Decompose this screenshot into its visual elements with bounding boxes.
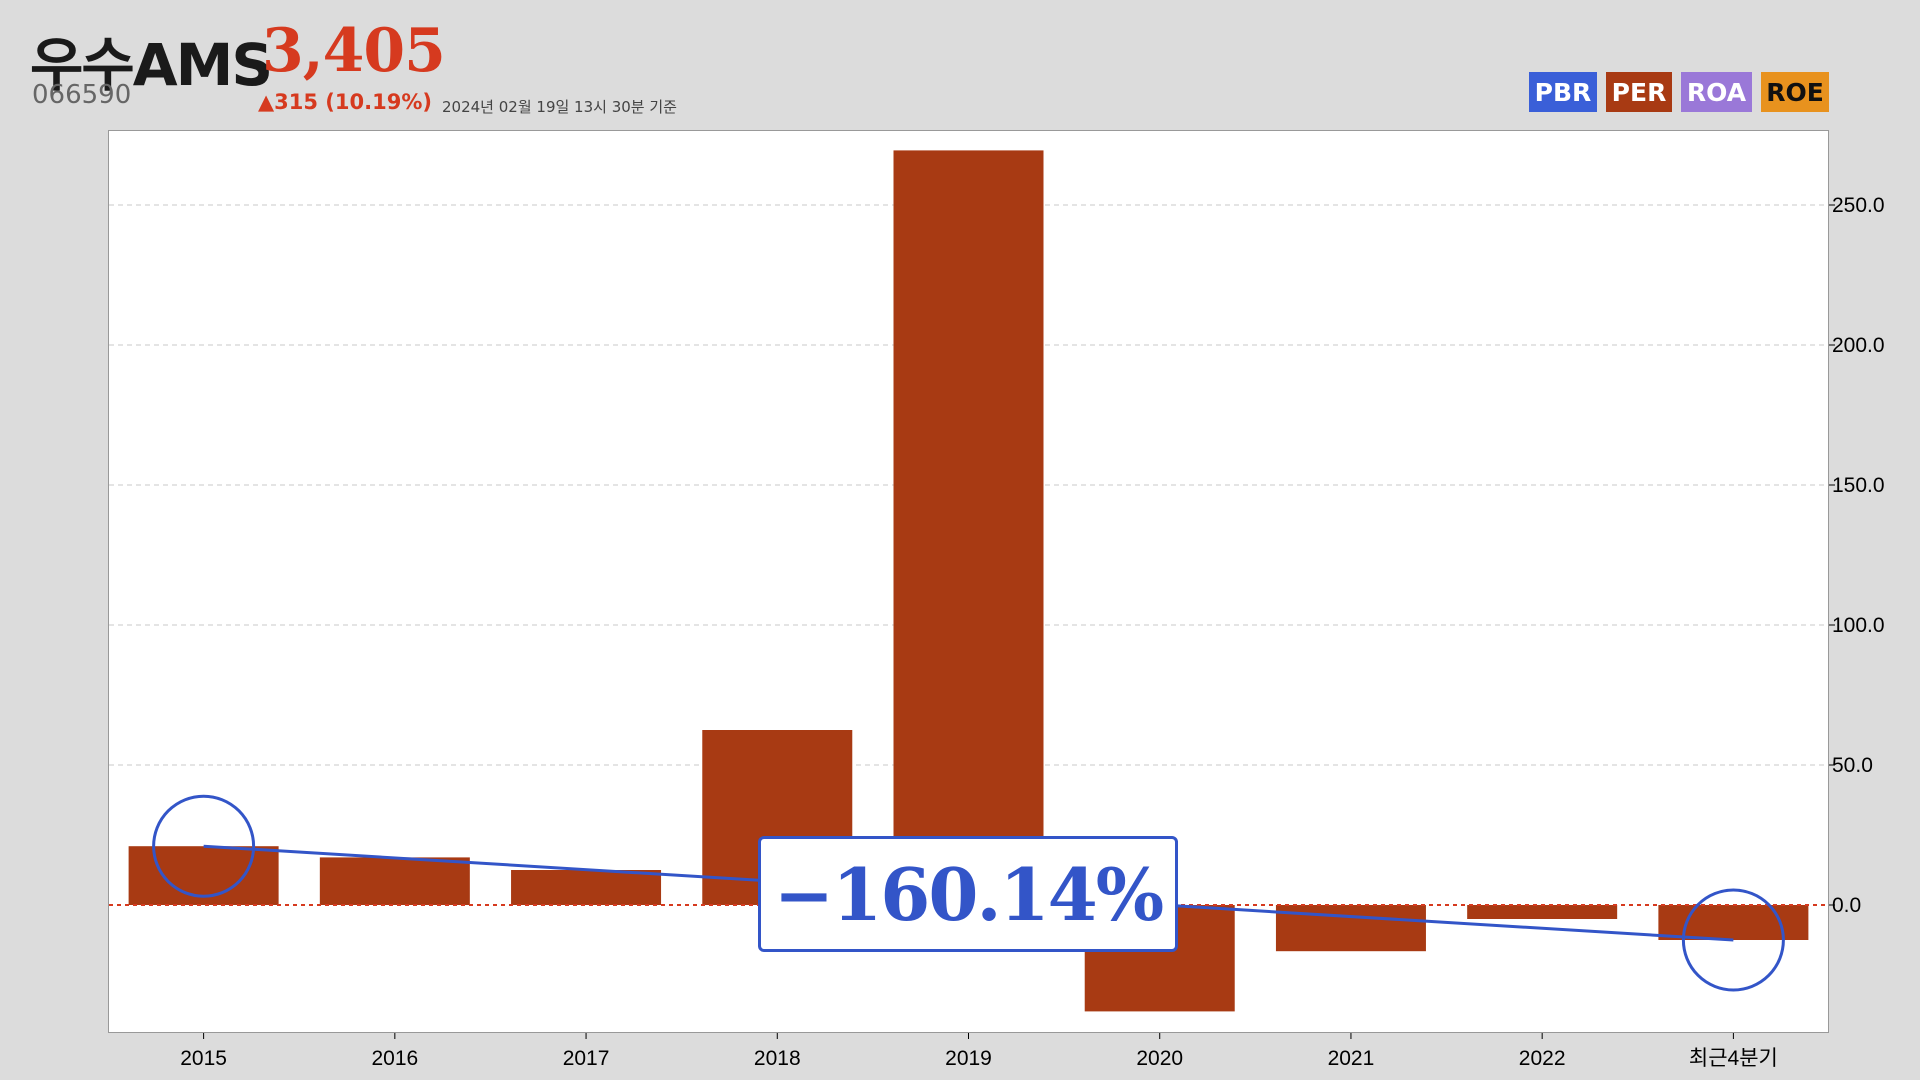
change-callout: −160.14% [758, 836, 1178, 952]
legend-roa[interactable]: ROA [1681, 72, 1752, 112]
price-change: ▲315 (10.19%) [258, 90, 432, 114]
bar-2017[interactable] [511, 870, 662, 905]
y-tick-label: 50.0 [1832, 754, 1873, 777]
x-tick-label: 2016 [371, 1047, 418, 1070]
bar-2019[interactable] [893, 150, 1044, 905]
company-name: 우수AMS [30, 31, 273, 99]
timestamp: 2024년 02월 19일 13시 30분 기준 [442, 98, 677, 116]
x-tick-label: 2020 [1136, 1047, 1183, 1070]
bar-2016[interactable] [319, 857, 470, 905]
highlight-circle-end [1681, 888, 1785, 992]
x-tick-label: 2015 [180, 1047, 227, 1070]
stock-price: 3,405 [262, 16, 446, 86]
x-tick-label: 2019 [945, 1047, 992, 1070]
bar-최근4분기[interactable] [1658, 905, 1809, 940]
x-tick-label: 2017 [563, 1047, 610, 1070]
y-tick-label: 150.0 [1832, 474, 1885, 497]
y-tick-label: 0.0 [1832, 894, 1861, 917]
highlight-circle-start [152, 794, 256, 898]
y-tick-label: 100.0 [1832, 614, 1885, 637]
x-tick-label: 2022 [1519, 1047, 1566, 1070]
legend-roe[interactable]: ROE [1761, 72, 1829, 112]
y-tick-label: 200.0 [1832, 334, 1885, 357]
bar-2022[interactable] [1467, 905, 1618, 919]
x-tick-label: 최근4분기 [1689, 1047, 1778, 1070]
stock-code: 066590 [32, 80, 132, 110]
x-tick-label: 2018 [754, 1047, 801, 1070]
x-tick-label: 2021 [1328, 1047, 1375, 1070]
legend-per[interactable]: PER [1606, 72, 1672, 112]
legend-pbr[interactable]: PBR [1529, 72, 1597, 112]
y-tick-label: 250.0 [1832, 194, 1885, 217]
